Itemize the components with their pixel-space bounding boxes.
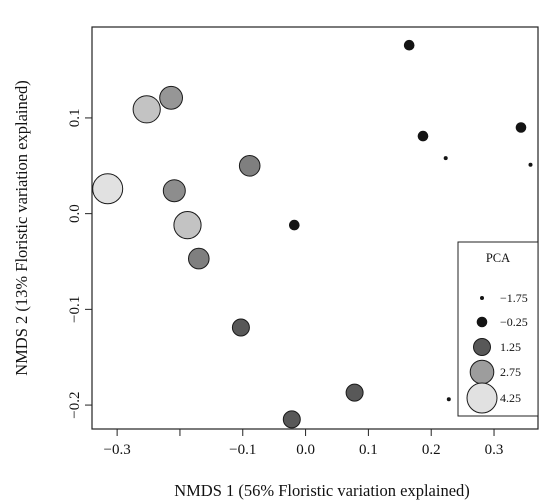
scatter-point [188, 247, 210, 270]
scatter-point [238, 155, 261, 177]
x-tick-label: −0.3 [104, 442, 131, 458]
legend-label: 2.75 [500, 365, 521, 379]
scatter-point [282, 410, 301, 429]
y-tick-label: −0.2 [67, 391, 83, 418]
legend-symbol [466, 382, 498, 414]
scatter-point [443, 156, 448, 161]
y-axis-label: NMDS 2 (13% Floristic variation explaine… [12, 80, 31, 376]
scatter-point [159, 85, 184, 110]
legend-label: 4.25 [500, 391, 521, 405]
legend-label: −0.25 [500, 315, 528, 329]
legend-symbol [469, 359, 495, 385]
scatter-point [515, 122, 527, 133]
points-layer [92, 39, 533, 429]
scatter-point [173, 211, 202, 240]
legend-symbol [476, 316, 488, 328]
x-tick-label: 0.0 [296, 442, 315, 458]
scatter-point [231, 318, 250, 337]
legend-label: −1.75 [500, 291, 528, 305]
x-axis-label: NMDS 1 (56% Floristic variation explaine… [174, 481, 470, 500]
scatter-point [446, 397, 451, 402]
legend: PCA −1.75 −0.25 1.25 2.75 4.25 [457, 241, 539, 417]
scatter-point [417, 130, 429, 142]
x-tick-label: 0.3 [485, 442, 504, 458]
y-tick-label: 0.0 [67, 204, 83, 223]
y-tick-label: 0.1 [67, 109, 83, 128]
x-axis: −0.3 −0.1 0.0 0.1 0.2 0.3 [104, 429, 504, 458]
scatter-point [403, 39, 415, 51]
scatter-point [528, 162, 533, 167]
scatter-point [289, 219, 300, 231]
legend-symbol [473, 338, 491, 356]
scatter-point [92, 173, 124, 205]
scatter-point [345, 383, 364, 402]
scatter-point [162, 179, 186, 203]
legend-symbol [480, 296, 484, 300]
plot-frame [91, 26, 539, 430]
y-tick-label: −0.1 [67, 296, 83, 323]
y-axis: 0.1 0.0 −0.1 −0.2 [67, 109, 92, 419]
legend-entries: −1.75 −0.25 1.25 2.75 4.25 [466, 291, 528, 414]
x-tick-label: −0.1 [229, 442, 256, 458]
legend-title: PCA [486, 251, 510, 265]
legend-label: 1.25 [500, 340, 521, 354]
x-tick-label: 0.1 [359, 442, 378, 458]
x-tick-label: 0.2 [422, 442, 441, 458]
scatter-point [132, 95, 161, 124]
